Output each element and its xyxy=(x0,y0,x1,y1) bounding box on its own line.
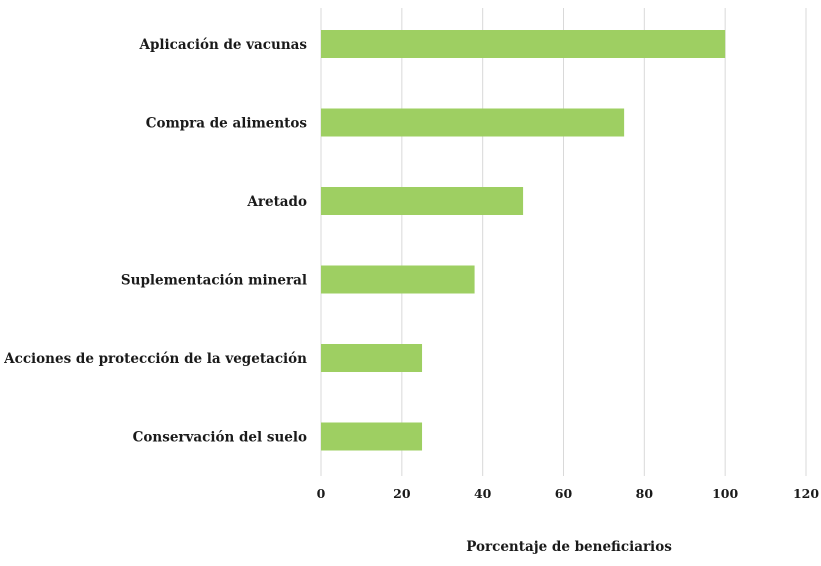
bar xyxy=(321,187,524,215)
bar xyxy=(321,30,726,58)
x-tick-label: 0 xyxy=(317,486,326,501)
x-axis-title: Porcentaje de beneficiarios xyxy=(466,539,672,555)
x-tick-labels: 0 20 40 60 80 100 120 xyxy=(317,486,820,501)
category-label: Aplicación de vacunas xyxy=(138,37,307,53)
x-tick-label: 60 xyxy=(555,486,573,501)
bar xyxy=(321,108,625,137)
x-tick-label: 100 xyxy=(712,486,738,501)
bar xyxy=(321,422,423,451)
bars xyxy=(321,30,726,451)
x-tick-label: 40 xyxy=(474,486,492,501)
category-label: Compra de alimentos xyxy=(146,116,308,132)
category-label: Acciones de protección de la vegetación xyxy=(3,351,307,367)
x-tick-label: 120 xyxy=(793,486,819,501)
category-label: Suplementación mineral xyxy=(121,273,307,289)
category-label: Conservación del suelo xyxy=(133,430,307,446)
category-labels: Aplicación de vacunas Compra de alimentos… xyxy=(3,37,307,446)
gridlines xyxy=(320,8,807,476)
bar xyxy=(321,265,475,294)
x-tick-label: 80 xyxy=(636,486,654,501)
category-label: Aretado xyxy=(246,194,307,210)
bar xyxy=(321,344,423,372)
x-tick-label: 20 xyxy=(393,486,411,501)
